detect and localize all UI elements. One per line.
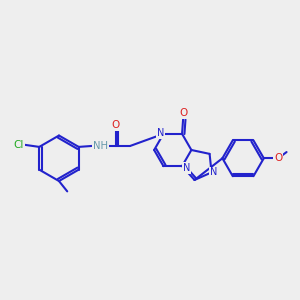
Text: N: N [210,167,217,177]
Text: N: N [182,163,190,173]
Text: O: O [274,153,282,163]
Text: O: O [179,108,187,118]
Text: N: N [157,128,164,138]
Text: NH: NH [93,141,108,151]
Text: O: O [112,120,120,130]
Text: Cl: Cl [14,140,24,150]
